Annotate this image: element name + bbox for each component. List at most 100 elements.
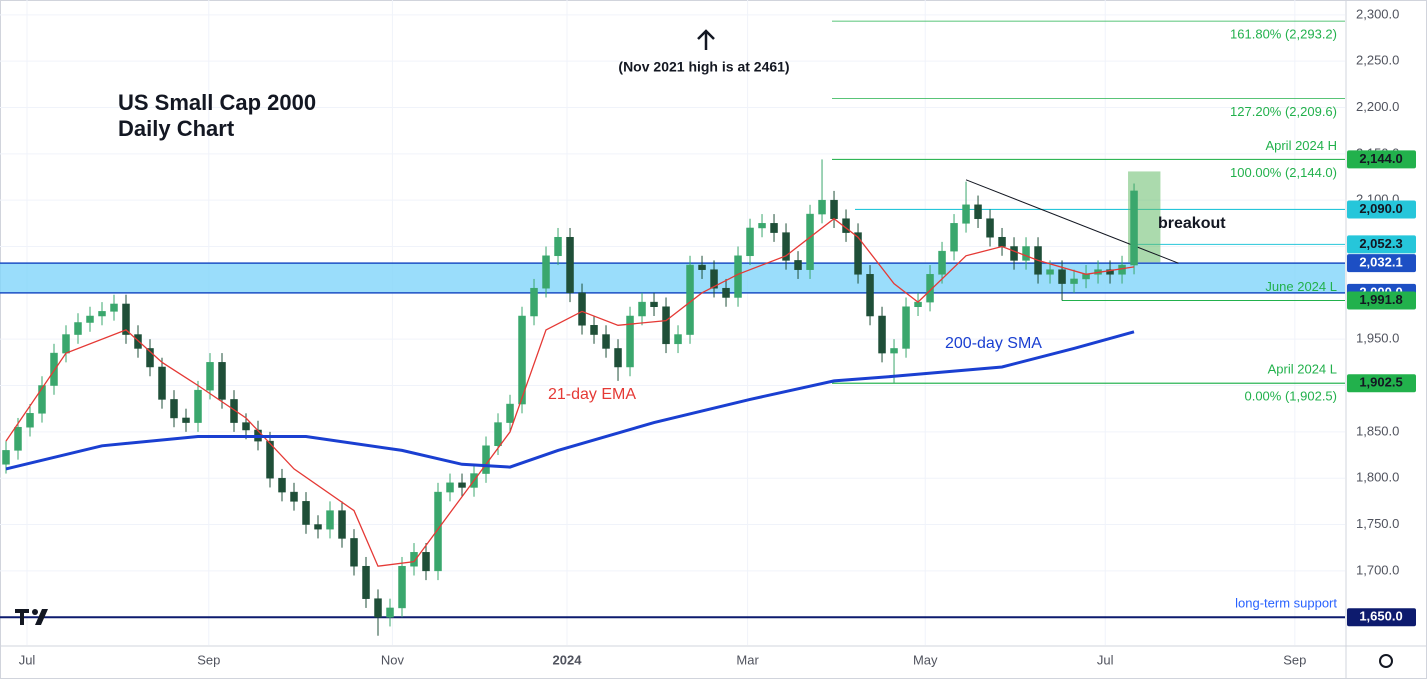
candle-body	[962, 204, 970, 224]
annotation: 21-day EMA	[548, 386, 636, 403]
candle-body	[182, 417, 190, 423]
candle-body	[2, 450, 10, 465]
candle-body	[734, 255, 742, 298]
candle-body	[1022, 246, 1030, 261]
candle-body	[1046, 269, 1054, 275]
candle-body	[482, 445, 490, 474]
fib-label: 100.00% (2,144.0)	[1230, 165, 1337, 180]
candle-body	[1058, 269, 1066, 284]
candle-body	[662, 306, 670, 345]
annotation: 200-day SMA	[945, 335, 1042, 352]
candle-body	[602, 334, 610, 349]
up-arrow	[697, 29, 715, 50]
support-zone	[0, 263, 1345, 293]
candle-body	[722, 287, 730, 298]
x-tick-label: Sep	[197, 652, 220, 667]
candle-body	[206, 362, 214, 391]
candle-body	[938, 250, 946, 275]
x-tick-label: Mar	[736, 652, 759, 667]
candle-body	[266, 440, 274, 479]
candle-body	[1010, 246, 1018, 261]
level-note: June 2024 L	[1265, 279, 1337, 294]
candle-body	[350, 538, 358, 567]
candle-body	[1130, 190, 1138, 266]
y-tick-label: 1,800.0	[1356, 470, 1399, 485]
candle-body	[158, 366, 166, 400]
candle-body	[998, 236, 1006, 247]
price-tag-label: 1,650.0	[1359, 609, 1402, 624]
trendline	[965, 179, 1179, 264]
candle-body	[278, 477, 286, 493]
settings-icon[interactable]	[1379, 654, 1393, 668]
candle-body	[290, 491, 298, 502]
candle-body	[194, 389, 202, 423]
candle-body	[398, 565, 406, 609]
price-tag-label: 1,991.8	[1359, 292, 1402, 307]
candle-body	[950, 223, 958, 252]
candle-body	[374, 598, 382, 618]
candle-body	[530, 287, 538, 317]
y-tick-label: 1,700.0	[1356, 562, 1399, 577]
y-tick-label: 1,750.0	[1356, 516, 1399, 531]
candle-body	[614, 348, 622, 368]
level-note: April 2024 L	[1268, 362, 1337, 377]
candle-body	[578, 292, 586, 326]
candle-body	[14, 426, 22, 451]
x-tick-label: 2024	[553, 652, 583, 667]
candle-body	[710, 269, 718, 289]
x-tick-label: Sep	[1283, 652, 1306, 667]
candle-body	[770, 223, 778, 233]
price-tag-label: 2,144.0	[1359, 151, 1402, 166]
overlay: 1,650.01,700.01,750.01,800.01,850.01,900…	[19, 6, 1416, 667]
candle-body	[26, 413, 34, 428]
candle-body	[554, 236, 562, 257]
price-tag	[1347, 291, 1416, 310]
candle-body	[566, 236, 574, 294]
candle-body	[626, 315, 634, 368]
chart-subtitle: Daily Chart	[118, 116, 235, 141]
candle-body	[302, 501, 310, 525]
fib-label: 127.20% (2,209.6)	[1230, 104, 1337, 119]
candle-body	[926, 274, 934, 303]
candle-body	[314, 524, 322, 530]
candle-body	[1106, 269, 1114, 275]
price-tag	[1347, 235, 1416, 254]
marks	[0, 20, 1345, 636]
candle-body	[146, 348, 154, 368]
candle-body	[674, 334, 682, 345]
candle-body	[110, 303, 118, 312]
candle-body	[542, 255, 550, 289]
candle-body	[1070, 278, 1078, 284]
candle-body	[86, 315, 94, 323]
candle-body	[38, 385, 46, 414]
level-note: April 2024 H	[1265, 138, 1337, 153]
price-tag-label: 2,090.0	[1359, 201, 1402, 216]
x-tick-label: May	[913, 652, 938, 667]
y-tick-label: 2,200.0	[1356, 99, 1399, 114]
candle-body	[446, 482, 454, 493]
candle-body	[494, 422, 502, 447]
candle-body	[170, 399, 178, 419]
candle-body	[62, 334, 70, 354]
candle-body	[866, 274, 874, 317]
price-tag	[1347, 608, 1416, 627]
candle-body	[818, 199, 826, 215]
candle-body	[758, 223, 766, 229]
y-tick-label: 1,950.0	[1356, 331, 1399, 346]
candle-body	[1082, 274, 1090, 280]
candle-body	[50, 352, 58, 386]
candle-body	[878, 315, 886, 354]
candle-body	[98, 311, 106, 317]
chart-title: US Small Cap 2000	[118, 90, 316, 115]
x-tick-label: Jul	[1097, 652, 1114, 667]
level-note: long-term support	[1235, 596, 1337, 611]
candle-body	[122, 303, 130, 335]
candle-body	[338, 510, 346, 539]
candle-body	[974, 204, 982, 219]
candle-body	[410, 552, 418, 567]
y-tick-label: 1,850.0	[1356, 423, 1399, 438]
logo	[15, 609, 48, 625]
candle-body	[902, 306, 910, 349]
candle-body	[590, 325, 598, 335]
